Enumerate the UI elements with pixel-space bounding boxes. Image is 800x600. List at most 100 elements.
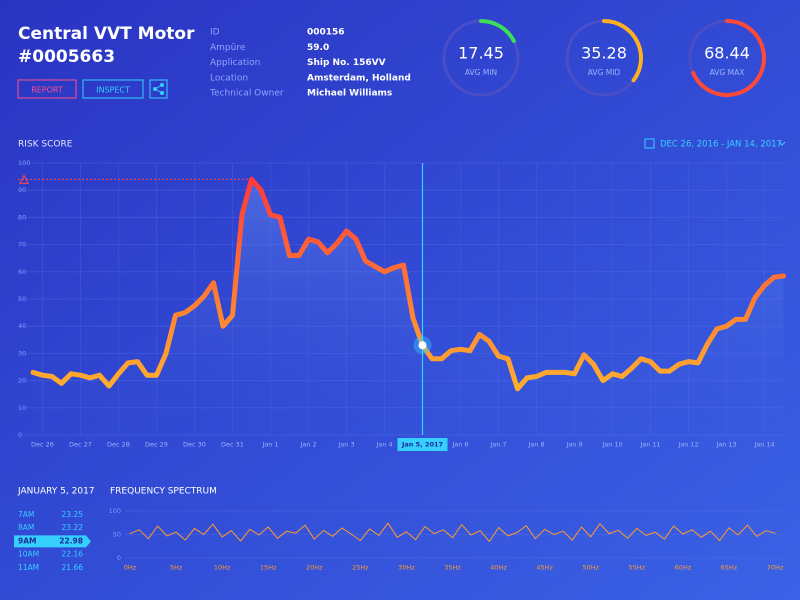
x-tick-label: Jan 10 [601,441,622,449]
calendar-icon [644,138,655,149]
x-tick-label: 45Hz [536,564,553,572]
x-tick-label: 65Hz [721,564,738,572]
share-icon [153,83,164,95]
gauge-arc [479,19,516,44]
gauge-value: 17.45 [458,44,504,63]
y-tick-label: 80 [18,213,26,221]
series-line [129,522,776,542]
x-tick-label: Dec 30 [183,441,206,449]
y-tick-label: 10 [18,404,26,412]
x-tick-label: Jan 12 [677,441,698,449]
series-line [30,176,786,392]
y-tick-label: 70 [18,241,26,249]
info-key: Application [210,58,260,68]
info-key: Ampûre [210,43,246,53]
gauge-label: AVG MAX [710,68,745,77]
row-highlight[interactable] [14,535,91,548]
x-tick-label: Dec 28 [107,441,130,449]
info-value: 000156 [307,28,345,38]
cursor-point[interactable] [418,341,427,350]
x-tick-label: Jan 8 [527,441,544,449]
spectrum-title: FREQUENCY SPECTRUM [110,487,217,497]
x-tick-label: 25Hz [352,564,369,572]
y-tick-label: 30 [18,349,26,357]
y-tick-label: 50 [113,531,121,539]
x-tick-label: Jan 11 [639,441,660,449]
info-key: Location [210,73,248,83]
y-tick-label: 0 [117,554,121,562]
y-tick-label: 60 [18,268,26,276]
hour-value[interactable]: 23.25 [62,510,84,519]
inspect-label[interactable]: INSPECT [96,86,130,95]
hour-label[interactable]: 11AM [18,563,39,572]
info-value: 59.0 [307,43,329,53]
hour-label[interactable]: 8AM [18,523,34,532]
info-value: Michael Williams [307,89,392,99]
hour-value[interactable]: 21.66 [62,563,84,572]
info-key: Technical Owner [209,89,284,99]
gauge-arc [602,19,643,83]
hourly-title: JANUARY 5, 2017 [17,487,95,497]
report-button[interactable] [17,79,77,99]
share-button[interactable] [149,79,168,99]
gauge-label: AVG MIN [465,68,497,77]
x-tick-label: 50Hz [582,564,599,572]
y-tick-label: 100 [109,507,121,515]
x-tick-label: 30Hz [398,564,415,572]
gauge-value: 35.28 [581,44,627,63]
x-label-highlight [397,438,448,451]
inspect-button[interactable] [82,79,144,99]
x-tick-label: Dec 29 [145,441,168,449]
x-tick-label: Dec 26 [31,441,54,449]
x-tick-label: 60Hz [675,564,692,572]
x-tick-label: Jan 13 [715,441,736,449]
x-tick-label: Jan 7 [489,441,506,449]
code: #0005663 [18,47,115,67]
y-tick-label: 90 [18,186,26,194]
x-tick-label: Jan 5, 2017 [401,441,443,449]
hour-label[interactable]: 7AM [18,510,34,519]
x-tick-label: 5Hz [170,564,183,572]
info-value: Amsterdam, Holland [307,73,411,83]
gauge-arc [691,19,766,97]
report-label[interactable]: REPORT [31,86,63,95]
risk-title: RISK SCORE [18,140,73,150]
title: Central VVT Motor [18,24,195,44]
warning-icon [19,174,29,184]
x-tick-label: 0Hz [124,564,137,572]
y-tick-label: 100 [18,159,30,167]
x-tick-label: Jan 9 [565,441,582,449]
x-tick-label: 55Hz [628,564,645,572]
x-tick-label: 35Hz [444,564,461,572]
x-tick-label: 15Hz [260,564,277,572]
x-tick-label: 40Hz [490,564,507,572]
y-tick-label: 40 [18,322,26,330]
x-tick-label: Dec 27 [69,441,92,449]
x-tick-label: Jan 14 [753,441,774,449]
x-tick-label: 70Hz [767,564,784,572]
x-tick-label: Jan 6 [451,441,468,449]
date-range[interactable]: DEC 26, 2016 - JAN 14, 2017 [660,140,782,150]
x-tick-label: Jan 4 [375,441,392,449]
info-key: ID [210,28,220,38]
x-tick-label: 10Hz [214,564,231,572]
hour-value[interactable]: 22.16 [62,550,84,559]
hour-value[interactable]: 22.98 [59,536,83,545]
hour-label[interactable]: 10AM [18,550,39,559]
dropdown-arrow[interactable] [778,141,786,146]
x-tick-label: Jan 1 [261,441,278,449]
x-tick-label: Dec 31 [221,441,244,449]
gauge-label: AVG MID [588,68,621,77]
hour-value[interactable]: 23.22 [62,523,84,532]
x-tick-label: Jan 3 [337,441,354,449]
y-tick-label: 50 [18,295,26,303]
x-tick-label: Jan 2 [299,441,316,449]
y-tick-label: 0 [18,431,22,439]
gauge-value: 68.44 [704,44,750,63]
x-tick-label: 20Hz [306,564,323,572]
hour-label[interactable]: 9AM [18,536,37,545]
y-tick-label: 20 [18,377,26,385]
info-value: Ship No. 156VV [307,58,386,68]
